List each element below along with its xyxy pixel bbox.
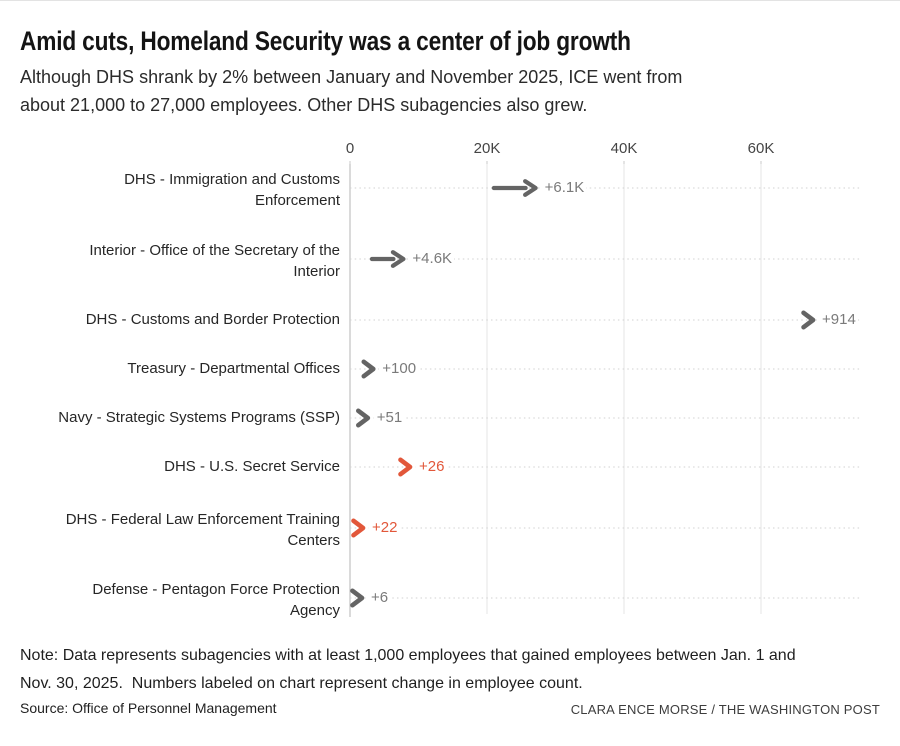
row-category-label: DHS - U.S. Secret Service xyxy=(164,458,340,475)
row-change-label: +4.6K xyxy=(409,248,455,269)
change-arrow-head xyxy=(350,588,365,608)
x-axis-tick-label: 20K xyxy=(473,140,501,157)
change-arrow-head xyxy=(356,408,371,428)
row-change-label: +26 xyxy=(416,456,447,477)
chart-subtitle: Although DHS shrank by 2% between Januar… xyxy=(20,67,683,115)
change-arrow-head xyxy=(390,250,406,268)
row-change-label: +914 xyxy=(819,309,858,330)
row-category-label: DHS - Federal Law Enforcement Training C… xyxy=(65,511,340,549)
x-axis-tick-label: 40K xyxy=(610,140,638,157)
row-change-label: +100 xyxy=(379,358,419,379)
change-arrow-head xyxy=(801,310,816,330)
change-arrow-head xyxy=(523,179,538,197)
row-category-label: DHS - Immigration and Customs Enforcemen… xyxy=(124,171,340,209)
row-category-label: Navy - Strategic Systems Programs (SSP) xyxy=(58,409,340,426)
chart-note: Note: Data represents subagencies with a… xyxy=(20,647,796,692)
change-arrow-head xyxy=(398,457,413,477)
row-category-label: Defense - Pentagon Force Protection Agen… xyxy=(92,581,340,619)
row-change-label: +6.1K xyxy=(541,177,587,198)
row-change-label: +22 xyxy=(369,517,400,538)
chart-credit: CLARA ENCE MORSE / THE WASHINGTON POST xyxy=(570,702,880,717)
row-change-label: +51 xyxy=(373,407,405,428)
x-axis-tick-label: 0 xyxy=(345,140,355,157)
row-category-label: DHS - Customs and Border Protection xyxy=(85,311,340,328)
chart-source: Source: Office of Personnel Management xyxy=(20,700,277,716)
change-arrow-head xyxy=(351,518,366,538)
row-change-label: +6 xyxy=(367,587,391,608)
row-category-label: Treasury - Departmental Offices xyxy=(127,360,340,377)
x-axis-tick-label: 60K xyxy=(747,140,775,157)
chart-title: Amid cuts, Homeland Security was a cente… xyxy=(20,26,631,56)
change-arrow-head xyxy=(361,359,376,379)
row-category-label: Interior - Office of the Secretary of th… xyxy=(89,242,340,280)
